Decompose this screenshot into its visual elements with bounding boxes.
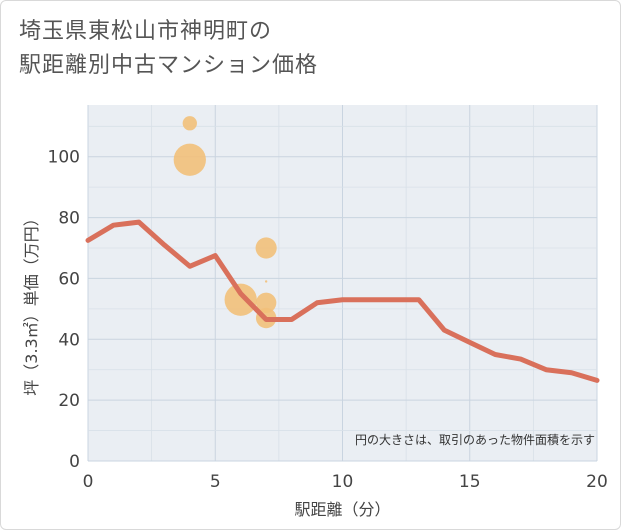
x-axis-label: 駅距離（分） — [294, 500, 390, 519]
bubble-point — [224, 283, 257, 316]
bubble-point — [173, 143, 206, 176]
grid-lines — [87, 105, 598, 462]
y-tick-labels: 0 20 40 60 80 100 — [48, 148, 80, 472]
bubble-series — [173, 116, 277, 329]
y-tick-label: 100 — [48, 148, 80, 168]
size-legend-note: 円の大きさは、取引のあった物件面積を示す — [355, 432, 595, 447]
x-tick-label: 15 — [459, 472, 481, 492]
bubble-point — [182, 116, 197, 131]
y-tick-label: 60 — [58, 269, 80, 289]
x-tick-label: 10 — [332, 472, 354, 492]
bubble-point — [264, 280, 268, 283]
bubble-point — [255, 237, 277, 259]
y-tick-label: 80 — [58, 209, 80, 229]
bubble-point — [255, 292, 277, 313]
x-tick-label: 5 — [210, 472, 221, 492]
y-axis-label: 坪（3.3㎡）単価（万円） — [22, 210, 41, 395]
chart-title-line1: 埼玉県東松山市神明町の — [19, 19, 273, 44]
x-tick-labels: 0 5 10 15 20 — [83, 472, 608, 492]
chart-title: 埼玉県東松山市神明町の 駅距離別中古マンション価格 — [19, 15, 318, 83]
x-tick-label: 20 — [586, 472, 608, 492]
chart-title-line2: 駅距離別中古マンション価格 — [19, 53, 319, 78]
average-price-line — [85, 219, 600, 383]
y-tick-label: 20 — [58, 391, 80, 411]
x-tick-label: 0 — [83, 472, 94, 492]
y-tick-label: 40 — [58, 330, 80, 350]
y-tick-label: 0 — [69, 452, 80, 472]
